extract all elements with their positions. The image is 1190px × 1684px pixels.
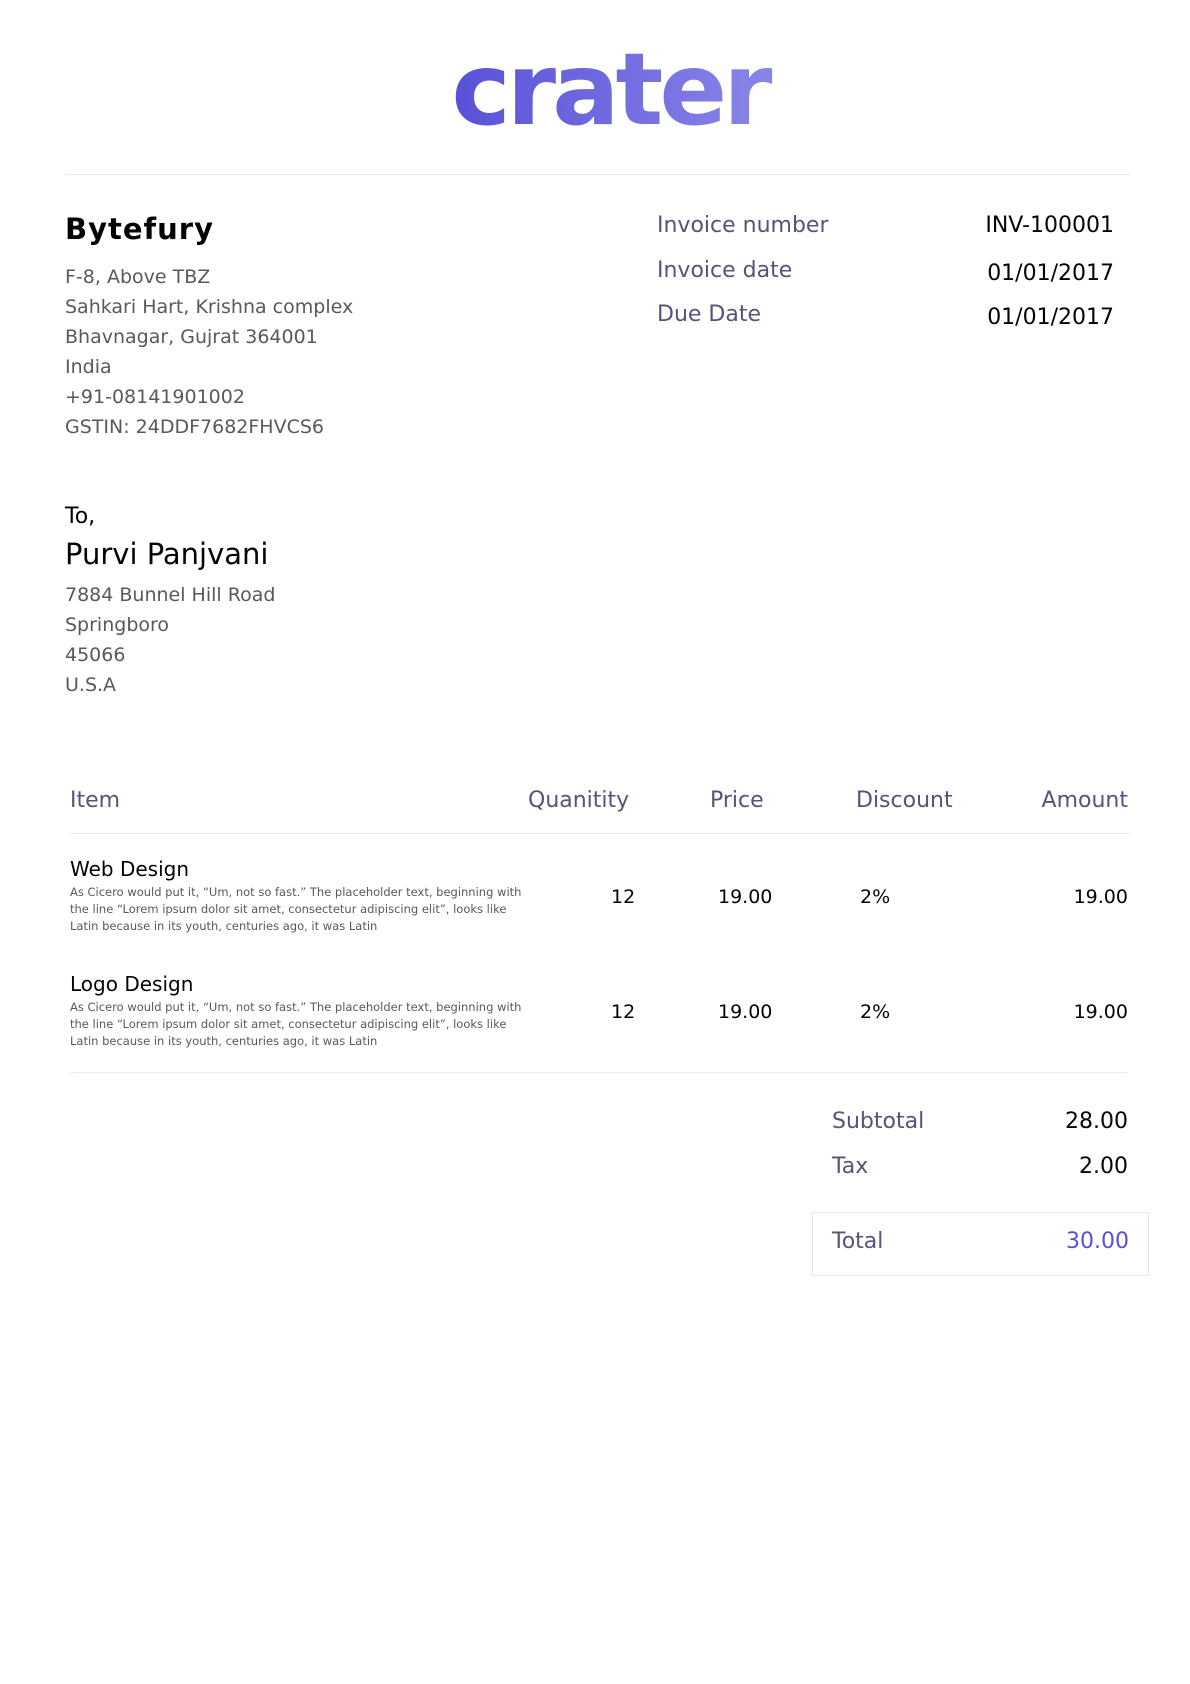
- logo-text: crater: [451, 40, 773, 140]
- tax-value: 2.00: [1079, 1154, 1128, 1179]
- item-amount: 19.00: [1073, 886, 1128, 908]
- address-line: Sahkari Hart, Krishna complex: [65, 296, 354, 318]
- address-line: U.S.A: [65, 674, 117, 696]
- customer-name: Purvi Panjvani: [65, 537, 269, 571]
- table-bottom-divider: [70, 1072, 1128, 1073]
- item-name: Web Design: [70, 857, 190, 881]
- item-quantity: 12: [611, 1001, 636, 1023]
- item-discount: 2%: [860, 886, 891, 908]
- invoice-date-value: 01/01/2017: [987, 261, 1114, 286]
- subtotal-value: 28.00: [1065, 1109, 1128, 1134]
- header-price: Price: [710, 788, 764, 813]
- item-price: 19.00: [718, 886, 773, 908]
- header-amount: Amount: [1041, 788, 1128, 813]
- header-quantity: Quanitity: [528, 788, 630, 813]
- company-address: F-8, Above TBZ Sahkari Hart, Krishna com…: [65, 262, 353, 442]
- total-value: 30.00: [1066, 1229, 1129, 1254]
- invoice-number-value: INV-100001: [985, 213, 1114, 238]
- header-item: Item: [70, 788, 121, 813]
- to-label: To,: [65, 504, 96, 529]
- customer-address: 7884 Bunnel Hill Road Springboro 45066 U…: [65, 580, 275, 700]
- address-line: 7884 Bunnel Hill Road: [65, 584, 276, 606]
- item-description: As Cicero would put it, “Um, not so fast…: [70, 1000, 522, 1048]
- invoice-number-label: Invoice number: [657, 213, 829, 238]
- header-discount: Discount: [856, 788, 953, 813]
- subtotal-label: Subtotal: [832, 1109, 925, 1134]
- address-line: Bhavnagar, Gujrat 364001: [65, 326, 318, 348]
- total-box: Total 30.00: [812, 1212, 1149, 1276]
- address-line: +91-08141901002: [65, 386, 245, 408]
- crater-logo: crater: [451, 40, 777, 140]
- due-date-value: 01/01/2017: [987, 305, 1114, 330]
- address-line: 45066: [65, 644, 126, 666]
- header-divider: [65, 174, 1131, 175]
- item-quantity: 12: [611, 886, 636, 908]
- address-line: GSTIN: 24DDF7682FHVCS6: [65, 416, 324, 438]
- company-name: Bytefury: [65, 212, 215, 246]
- item-description: As Cicero would put it, “Um, not so fast…: [70, 885, 522, 933]
- table-header-divider: [70, 833, 1130, 834]
- item-discount: 2%: [860, 1001, 891, 1023]
- total-label: Total: [832, 1229, 884, 1254]
- invoice-date-label: Invoice date: [657, 258, 793, 283]
- item-amount: 19.00: [1073, 1001, 1128, 1023]
- item-name: Logo Design: [70, 972, 194, 996]
- address-line: India: [65, 356, 112, 378]
- item-price: 19.00: [718, 1001, 773, 1023]
- address-line: Springboro: [65, 614, 170, 636]
- tax-label: Tax: [832, 1154, 869, 1179]
- address-line: F-8, Above TBZ: [65, 266, 211, 288]
- due-date-label: Due Date: [657, 302, 761, 327]
